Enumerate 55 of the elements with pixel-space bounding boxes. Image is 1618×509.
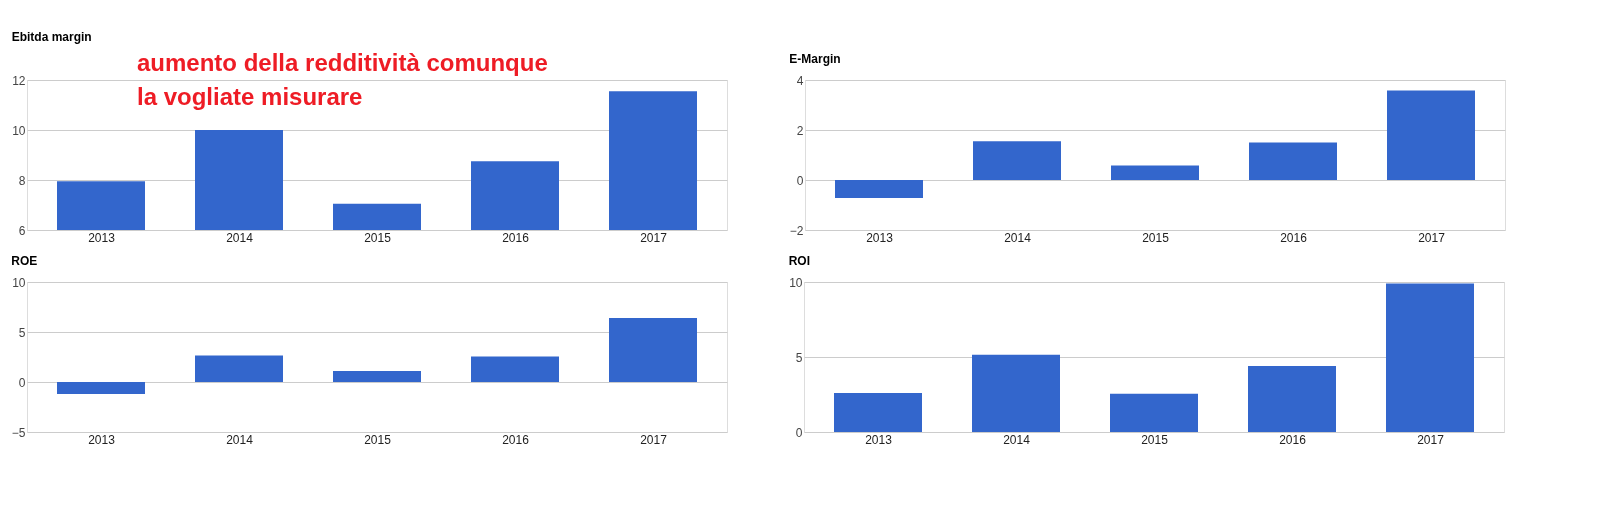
x-tick-label: 2016 <box>1280 230 1308 245</box>
x-tick-label: 2013 <box>88 432 116 447</box>
bar <box>57 382 145 394</box>
bar <box>1248 366 1336 432</box>
bar <box>973 141 1061 180</box>
bar <box>1386 283 1474 432</box>
bar <box>609 318 697 382</box>
x-tick-label: 2015 <box>364 230 392 245</box>
chart-title: ROE <box>11 254 38 268</box>
bar <box>471 356 559 382</box>
x-tick-label: 2016 <box>1279 432 1307 447</box>
y-tick-label: 2 <box>796 123 804 138</box>
bar <box>834 393 922 432</box>
chart-title: ROI <box>788 254 810 268</box>
x-tick-label: 2017 <box>1418 230 1446 245</box>
x-tick-label: 2017 <box>640 230 668 245</box>
y-tick-label: 0 <box>18 375 26 390</box>
x-tick-label: 2014 <box>1003 432 1031 447</box>
y-tick-label: −5 <box>11 425 26 440</box>
x-tick-label: 2016 <box>502 230 530 245</box>
bar <box>1110 393 1198 432</box>
bar <box>333 371 421 382</box>
x-tick-label: 2014 <box>226 230 254 245</box>
x-tick-label: 2013 <box>88 230 116 245</box>
x-tick-label: 2017 <box>1417 432 1445 447</box>
bar <box>972 354 1060 432</box>
x-tick-label: 2017 <box>640 432 668 447</box>
x-tick-label: 2015 <box>1141 432 1169 447</box>
y-tick-label: 5 <box>795 350 803 365</box>
x-tick-label: 2015 <box>364 432 392 447</box>
bar <box>1111 165 1199 180</box>
x-tick-label: 2013 <box>866 230 894 245</box>
y-tick-label: 0 <box>796 173 804 188</box>
x-tick-label: 2014 <box>1004 230 1032 245</box>
chart-title: E-Margin <box>789 52 841 66</box>
x-tick-label: 2013 <box>865 432 893 447</box>
y-tick-label: 0 <box>795 425 803 440</box>
chart-title: Ebitda margin <box>11 30 92 44</box>
y-tick-label: 12 <box>12 73 26 88</box>
x-tick-label: 2015 <box>1142 230 1170 245</box>
y-tick-label: 10 <box>789 275 803 290</box>
y-tick-label: 4 <box>796 73 804 88</box>
bar <box>195 355 283 382</box>
x-tick-label: 2014 <box>226 432 254 447</box>
bar <box>1249 142 1337 180</box>
y-tick-label: −2 <box>789 223 804 238</box>
y-tick-label: 8 <box>18 173 26 188</box>
x-tick-label: 2016 <box>502 432 530 447</box>
y-tick-label: 10 <box>12 123 26 138</box>
annotation: aumento della redditività comunque la vogliate misurare <box>137 49 548 110</box>
y-tick-label: 10 <box>12 275 26 290</box>
y-tick-label: 5 <box>18 325 26 340</box>
bar <box>835 180 923 198</box>
bar <box>1387 90 1475 180</box>
y-tick-label: 6 <box>18 223 26 238</box>
